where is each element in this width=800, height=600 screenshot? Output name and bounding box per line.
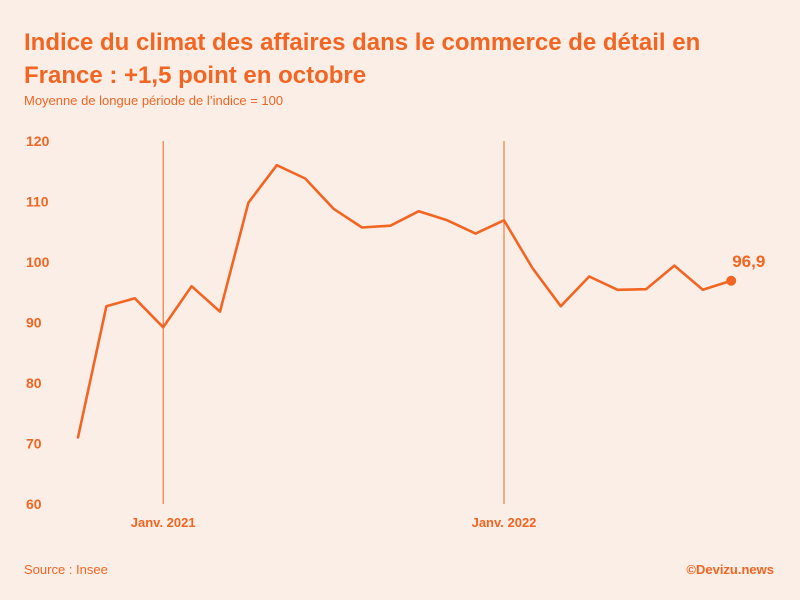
chart-title: Indice du climat des affaires dans le co… [24,29,701,89]
y-tick-label: 90 [26,315,42,331]
last-data-point [726,275,737,286]
series-line [76,163,733,439]
y-tick-label: 120 [26,133,50,149]
y-tick-label: 60 [26,496,42,512]
y-tick-label: 110 [26,194,49,210]
last-value-label: 96,9 [732,252,765,271]
source-note: Source : Insee [24,562,108,577]
y-tick-label: 70 [26,436,42,452]
x-tick-label: Janv. 2022 [472,515,537,530]
y-tick-label: 100 [26,254,50,270]
x-tick-label: Janv. 2021 [131,515,196,530]
chart-subtitle: Moyenne de longue période de l’indice = … [24,93,284,108]
brand-credit: ©Devizu.news [686,562,774,577]
y-tick-label: 80 [26,375,42,391]
